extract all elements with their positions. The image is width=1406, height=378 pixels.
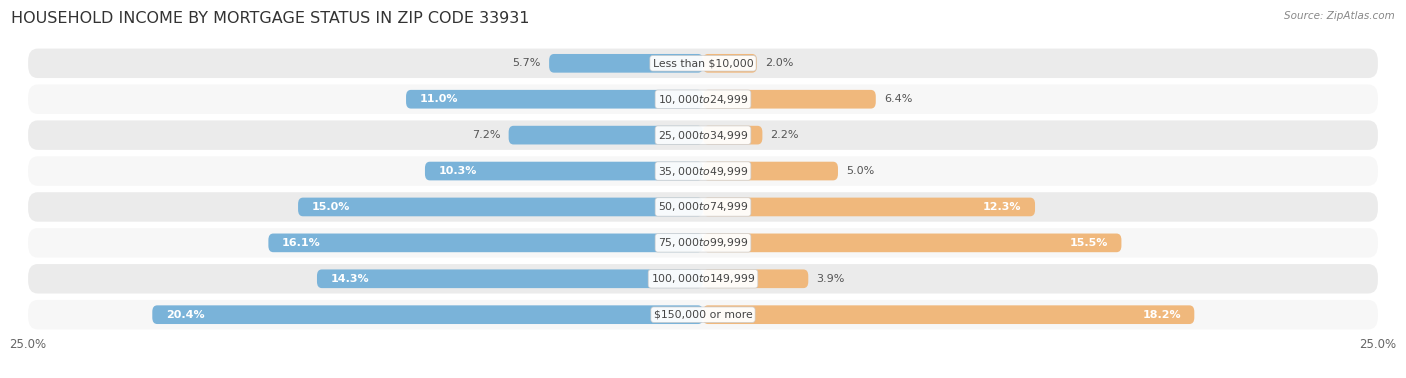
FancyBboxPatch shape — [152, 305, 703, 324]
Text: 3.9%: 3.9% — [817, 274, 845, 284]
FancyBboxPatch shape — [28, 192, 1378, 222]
Text: 18.2%: 18.2% — [1142, 310, 1181, 320]
Text: 16.1%: 16.1% — [281, 238, 321, 248]
FancyBboxPatch shape — [550, 54, 703, 73]
FancyBboxPatch shape — [425, 162, 703, 180]
FancyBboxPatch shape — [703, 54, 756, 73]
Text: 6.4%: 6.4% — [884, 94, 912, 104]
Text: 7.2%: 7.2% — [472, 130, 501, 140]
Text: Source: ZipAtlas.com: Source: ZipAtlas.com — [1284, 11, 1395, 21]
Text: 11.0%: 11.0% — [419, 94, 458, 104]
Text: 10.3%: 10.3% — [439, 166, 477, 176]
FancyBboxPatch shape — [28, 49, 1378, 78]
FancyBboxPatch shape — [316, 270, 703, 288]
Text: 2.0%: 2.0% — [765, 58, 793, 68]
FancyBboxPatch shape — [28, 121, 1378, 150]
Text: $150,000 or more: $150,000 or more — [654, 310, 752, 320]
Text: $10,000 to $24,999: $10,000 to $24,999 — [658, 93, 748, 106]
FancyBboxPatch shape — [28, 264, 1378, 293]
Text: $50,000 to $74,999: $50,000 to $74,999 — [658, 200, 748, 214]
FancyBboxPatch shape — [703, 234, 1122, 252]
FancyBboxPatch shape — [298, 198, 703, 216]
Text: 2.2%: 2.2% — [770, 130, 799, 140]
Text: Less than $10,000: Less than $10,000 — [652, 58, 754, 68]
Text: $75,000 to $99,999: $75,000 to $99,999 — [658, 236, 748, 249]
Text: 14.3%: 14.3% — [330, 274, 370, 284]
Text: HOUSEHOLD INCOME BY MORTGAGE STATUS IN ZIP CODE 33931: HOUSEHOLD INCOME BY MORTGAGE STATUS IN Z… — [11, 11, 530, 26]
Text: $100,000 to $149,999: $100,000 to $149,999 — [651, 272, 755, 285]
Text: $35,000 to $49,999: $35,000 to $49,999 — [658, 164, 748, 178]
FancyBboxPatch shape — [703, 90, 876, 108]
FancyBboxPatch shape — [703, 162, 838, 180]
Text: 15.5%: 15.5% — [1070, 238, 1108, 248]
Text: 5.7%: 5.7% — [513, 58, 541, 68]
FancyBboxPatch shape — [703, 198, 1035, 216]
FancyBboxPatch shape — [28, 300, 1378, 329]
Text: 12.3%: 12.3% — [983, 202, 1022, 212]
FancyBboxPatch shape — [703, 270, 808, 288]
FancyBboxPatch shape — [703, 305, 1194, 324]
FancyBboxPatch shape — [269, 234, 703, 252]
FancyBboxPatch shape — [28, 228, 1378, 257]
FancyBboxPatch shape — [28, 156, 1378, 186]
FancyBboxPatch shape — [406, 90, 703, 108]
Text: 5.0%: 5.0% — [846, 166, 875, 176]
Text: 20.4%: 20.4% — [166, 310, 204, 320]
FancyBboxPatch shape — [703, 126, 762, 144]
Text: 15.0%: 15.0% — [312, 202, 350, 212]
FancyBboxPatch shape — [509, 126, 703, 144]
Text: $25,000 to $34,999: $25,000 to $34,999 — [658, 129, 748, 142]
FancyBboxPatch shape — [28, 85, 1378, 114]
